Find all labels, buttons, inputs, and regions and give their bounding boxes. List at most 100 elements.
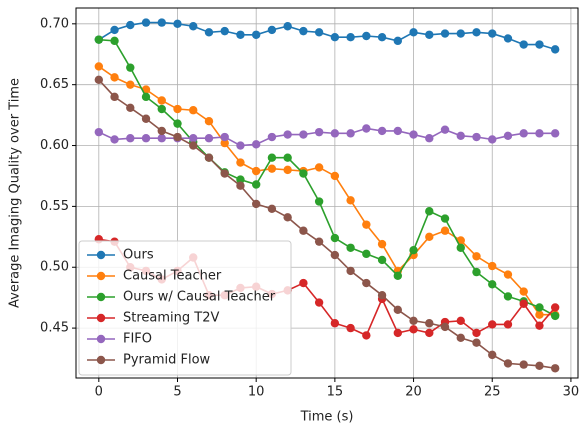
data-point <box>141 114 151 123</box>
data-point <box>346 196 355 205</box>
series-line <box>98 127 556 147</box>
data-point <box>204 134 214 143</box>
data-point <box>299 130 308 139</box>
data-point <box>535 303 544 312</box>
data-point <box>472 252 481 261</box>
data-point <box>519 299 528 308</box>
data-point <box>535 129 544 138</box>
y-tick-label: 0.50 <box>40 260 69 275</box>
data-point <box>173 119 182 128</box>
data-point <box>220 132 229 142</box>
data-point <box>220 169 229 178</box>
data-point <box>299 169 308 178</box>
data-point <box>362 278 371 288</box>
data-point <box>110 25 119 35</box>
x-tick-label: 30 <box>563 385 580 400</box>
data-point <box>189 106 198 115</box>
data-point <box>519 360 528 369</box>
x-tick-label: 20 <box>405 385 422 400</box>
data-point <box>251 199 261 209</box>
data-point <box>330 129 340 138</box>
data-point <box>157 134 166 143</box>
data-point <box>204 116 214 126</box>
data-point <box>236 158 245 167</box>
legend-marker <box>96 271 106 281</box>
data-point <box>503 292 513 301</box>
y-tick-label: 0.55 <box>40 199 69 214</box>
data-point <box>157 104 166 114</box>
data-point <box>472 267 481 277</box>
data-point <box>173 19 182 29</box>
series-line <box>98 21 556 51</box>
data-point <box>173 104 182 114</box>
data-point <box>267 132 277 142</box>
data-point <box>157 96 166 105</box>
data-point <box>141 18 151 27</box>
data-point <box>488 280 497 289</box>
data-point <box>362 249 371 259</box>
data-point <box>472 338 481 347</box>
data-point <box>472 328 481 338</box>
data-point <box>251 140 261 149</box>
x-axis-label: Time (s) <box>300 410 354 425</box>
data-point <box>472 28 481 37</box>
data-point <box>503 131 513 140</box>
data-point <box>236 30 245 39</box>
data-point <box>126 103 135 113</box>
data-point <box>314 127 324 137</box>
data-point <box>377 255 387 265</box>
data-point <box>409 28 418 37</box>
data-point <box>126 20 135 30</box>
x-tick-label: 5 <box>173 385 181 400</box>
data-point <box>456 333 465 343</box>
legend-box <box>78 240 292 376</box>
data-point <box>488 135 497 144</box>
data-point <box>409 246 418 255</box>
legend-marker <box>96 250 106 260</box>
legend-marker <box>96 292 106 302</box>
data-point <box>362 124 371 133</box>
x-tick-label: 10 <box>248 385 265 400</box>
data-point <box>550 303 560 312</box>
data-point <box>299 278 308 288</box>
data-point <box>393 271 403 280</box>
data-point <box>519 287 528 296</box>
data-point <box>377 291 387 300</box>
data-point <box>251 166 261 176</box>
data-point <box>393 328 403 338</box>
data-point <box>488 320 497 329</box>
legend-label: Causal Teacher <box>123 269 222 284</box>
data-point <box>362 31 371 41</box>
data-point <box>173 132 182 142</box>
data-point <box>204 153 214 162</box>
data-point <box>377 239 387 249</box>
legend-label: Streaming T2V <box>123 311 219 326</box>
legend-marker <box>96 313 106 323</box>
data-point <box>550 311 560 321</box>
data-point <box>330 250 340 260</box>
data-point <box>519 129 528 138</box>
data-point <box>299 26 308 36</box>
legend-label: Ours <box>123 248 154 263</box>
data-point <box>377 126 387 136</box>
data-point <box>283 130 292 139</box>
data-point <box>330 319 340 328</box>
data-point <box>94 62 104 71</box>
data-point <box>94 75 104 85</box>
x-tick-label: 25 <box>484 385 501 400</box>
data-point <box>550 45 560 54</box>
data-point <box>346 323 355 333</box>
x-tick-label: 15 <box>327 385 344 400</box>
data-point <box>488 29 497 38</box>
data-point <box>126 63 135 72</box>
data-point <box>110 73 119 82</box>
data-point <box>535 40 544 49</box>
data-point <box>283 213 292 222</box>
data-point <box>220 26 229 36</box>
data-point <box>409 316 418 325</box>
data-point <box>393 126 403 136</box>
data-point <box>472 132 481 142</box>
data-point <box>425 207 434 216</box>
data-point <box>377 33 387 42</box>
data-point <box>425 232 434 242</box>
